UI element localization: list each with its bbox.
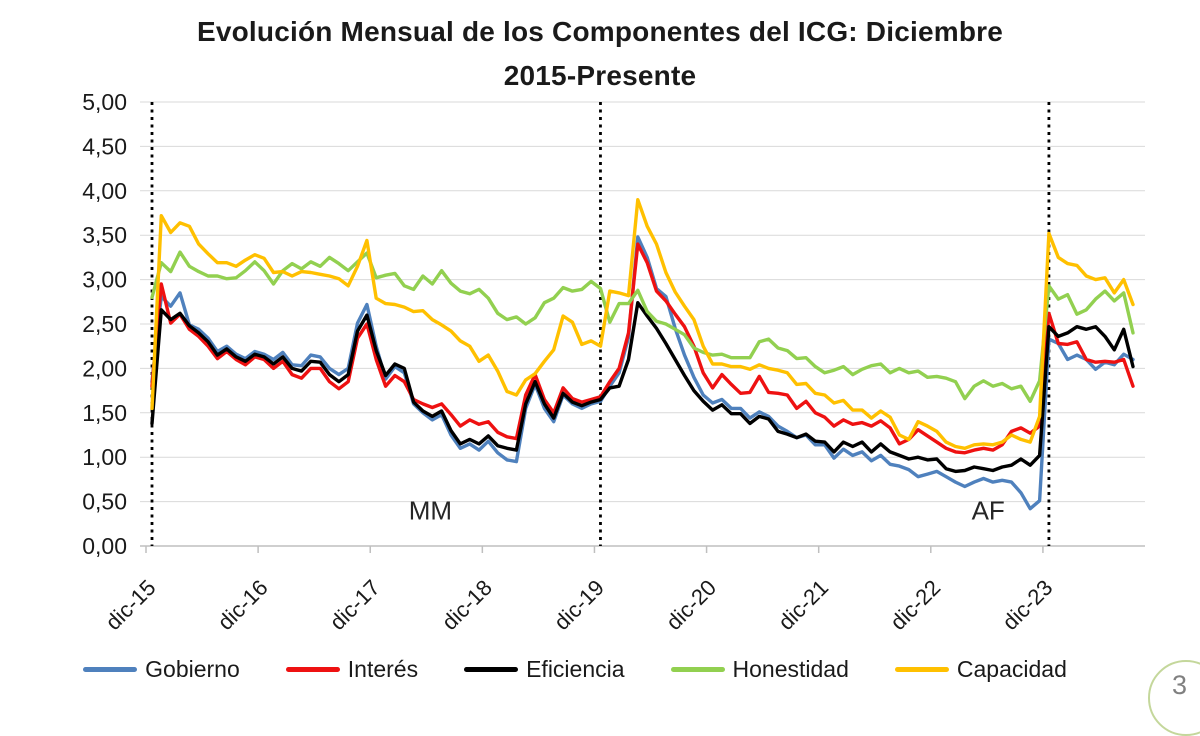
series-line-interés (150, 242, 1135, 455)
gobierno-line-swatch-icon (83, 667, 138, 672)
page-number-badge: 3 (1148, 660, 1200, 736)
chart-legend: Gobierno Interés Eficiencia Honestidad C… (0, 656, 1150, 683)
y-axis-tick-label: 5,00 (82, 89, 127, 115)
y-axis-tick-label: 0,00 (82, 533, 127, 559)
x-axis-tick-label: dic-19 (549, 575, 609, 635)
series-line-capacidad (150, 197, 1135, 450)
eficiencia-line-swatch-icon (464, 667, 519, 672)
y-axis-tick-label: 4,50 (82, 133, 127, 159)
page-number: 3 (1172, 670, 1188, 700)
legend-item-eficiencia: Eficiencia (464, 656, 625, 683)
y-axis-tick-label: 0,50 (82, 489, 127, 515)
y-axis-tick-label: 3,50 (82, 222, 127, 248)
line-chart-plot: 0,00 0,50 1,00 1,50 2,00 2,50 3,00 3,50 4,00 4,50… (82, 89, 1145, 635)
legend-item-interes: Interés (285, 656, 419, 683)
x-axis-tick-label: dic-17 (325, 575, 385, 635)
y-axis-tick-label: 2,50 (82, 311, 127, 337)
y-axis-tick-label: 2,00 (82, 355, 127, 381)
y-axis-tick-label: 4,00 (82, 178, 127, 204)
annotation-af: AF (972, 495, 1005, 525)
honestidad-line-swatch-icon (670, 667, 725, 672)
x-axis-tick-label: dic-23 (997, 575, 1057, 635)
x-axis-tick-label: dic-18 (437, 575, 497, 635)
x-axis-tick-label: dic-15 (100, 575, 160, 635)
capacidad-line-swatch-icon (894, 667, 949, 672)
series-line-gobierno (150, 235, 1135, 511)
y-axis-tick-label: 1,50 (82, 400, 127, 426)
interes-line-swatch-icon (285, 667, 340, 672)
chart-title: Evolución Mensual de los Componentes del… (0, 10, 1200, 98)
series-line-eficiencia (150, 301, 1135, 474)
y-axis-tick-label: 3,00 (82, 267, 127, 293)
x-axis-tick-label: dic-16 (213, 575, 273, 635)
chart-title-line2: 2015-Presente (503, 60, 697, 91)
legend-label-capacidad: Capacidad (956, 656, 1067, 682)
legend-label-interes: Interés (347, 656, 419, 682)
legend-item-gobierno: Gobierno (83, 656, 240, 683)
annotation-mm: MM (409, 495, 452, 525)
legend-label-eficiencia: Eficiencia (526, 656, 625, 682)
x-axis-tick-label: dic-20 (661, 575, 721, 635)
series-line-honestidad (150, 250, 1135, 403)
chart-figure: Evolución Mensual de los Componentes del… (0, 10, 1200, 736)
chart-title-line1: Evolución Mensual de los Componentes del… (196, 16, 1004, 47)
legend-item-honestidad: Honestidad (670, 656, 849, 683)
y-axis-tick-label: 1,00 (82, 444, 127, 470)
legend-item-capacidad: Capacidad (894, 656, 1067, 683)
legend-label-gobierno: Gobierno (145, 656, 240, 682)
x-axis-tick-label: dic-22 (885, 575, 945, 635)
legend-label-honestidad: Honestidad (732, 656, 849, 682)
x-axis-tick-label: dic-21 (773, 575, 833, 635)
